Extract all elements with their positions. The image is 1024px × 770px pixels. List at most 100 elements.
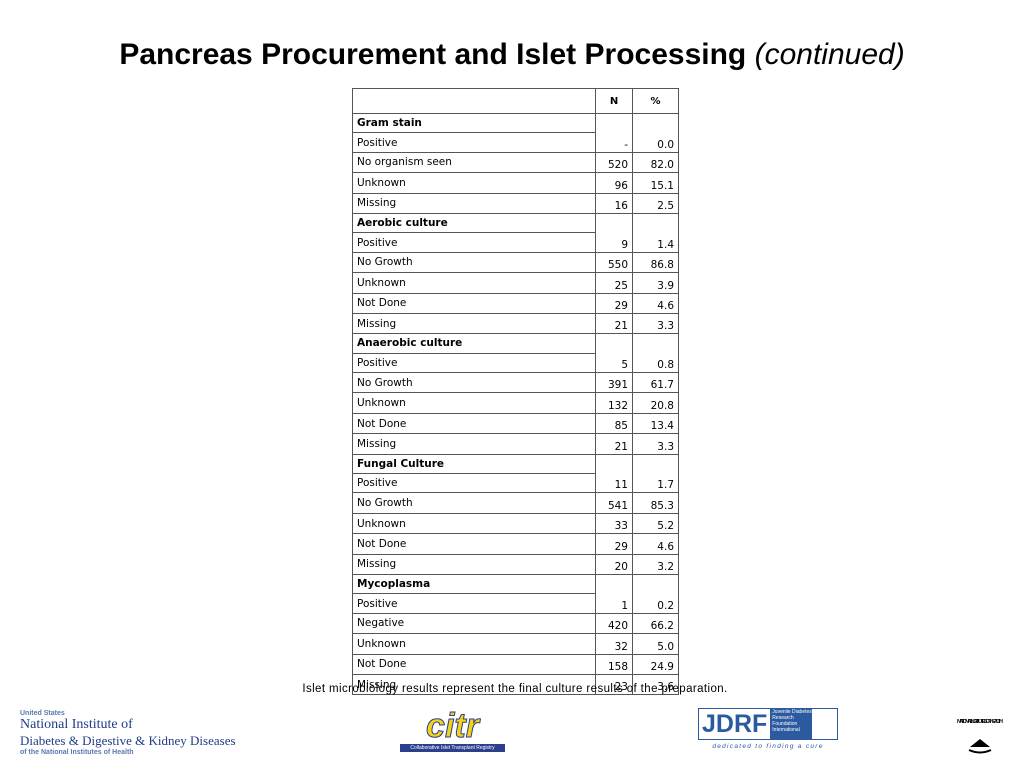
percent-cell: 4.6: [632, 533, 679, 555]
percent-cell: 15.1: [632, 172, 679, 194]
row-label: Unknown: [352, 272, 596, 294]
count-cell: -: [595, 113, 633, 153]
data-row: Missing 20 3.2: [352, 553, 679, 575]
count-cell: 5: [595, 333, 633, 374]
row-label: Not Done: [352, 653, 596, 675]
jdrf-tagline: dedicated to finding a cure: [712, 743, 824, 750]
niddk-logo: United States National Institute of Diab…: [20, 710, 245, 760]
header-cell: %: [632, 88, 679, 114]
data-row: Not Done 29 4.6: [352, 533, 679, 555]
niddk-line4: of the National Institutes of Health: [20, 749, 134, 756]
citr-logo: citr Collaborative Islet Transplant Regi…: [400, 708, 505, 753]
percent-cell: 82.0: [632, 151, 679, 174]
row-label: Unknown: [352, 633, 596, 655]
nih-seal-emblem: [968, 749, 992, 754]
count-cell: 420: [595, 612, 633, 635]
count-cell: 85: [595, 412, 633, 435]
data-row: Unknown 132 20.8: [352, 392, 679, 414]
row-label: Unknown: [352, 172, 596, 194]
caption: Islet microbiology results represent the…: [302, 683, 728, 695]
percent-cell: 0.8: [632, 333, 679, 374]
percent-cell: 5.0: [632, 633, 679, 655]
data-row: Positive: [352, 593, 679, 614]
row-label: Positive: [352, 132, 596, 153]
section-row: Aerobic culture 9 1.4: [352, 212, 679, 253]
nih-seal: NATIONAL INSTITUTES OF HEALTH: [955, 715, 1005, 765]
row-label: Positive: [352, 232, 596, 253]
section-name: Gram stain: [352, 112, 596, 134]
percent-cell: 66.2: [632, 612, 679, 635]
data-row: No Growth 391 61.7: [352, 372, 679, 394]
section-row: Gram stain -0.0: [352, 112, 679, 153]
data-row: Not Done 29 4.6: [352, 292, 679, 314]
count-cell: 25: [595, 272, 633, 294]
row-label: Positive: [352, 473, 596, 494]
data-row: Not Done 158 24.9: [352, 653, 679, 675]
percent-cell: 3.9: [632, 272, 679, 294]
nih-seal-emblem: [970, 739, 990, 747]
percent-cell: 0.0: [632, 113, 679, 153]
row-label: No Growth: [352, 372, 596, 394]
count-cell: 21: [595, 433, 633, 455]
row-label: Not Done: [352, 292, 596, 314]
row-label: No Growth: [352, 492, 596, 514]
count-cell: 391: [595, 372, 633, 394]
row-label: Missing: [352, 312, 596, 335]
niddk-line3: Diabetes & Digestive & Kidney Diseases: [20, 733, 236, 748]
count-cell: 541: [595, 492, 633, 514]
jdrf-box: JDRF Juvenile Diabetes Research Foundati…: [698, 708, 838, 740]
jdrf-name: JDRF: [702, 709, 768, 738]
header-row: N%: [352, 88, 679, 114]
count-cell: 11: [595, 453, 633, 494]
data-row: Positive: [352, 132, 679, 153]
percent-cell: 1.4: [632, 212, 679, 253]
data-row: Missing 23 3.6: [352, 673, 679, 696]
data-row: Unknown 25 3.9: [352, 272, 679, 294]
citr-subtitle: Collaborative Islet Transplant Registry: [400, 744, 505, 752]
data-row: No Growth 541 85.3: [352, 492, 679, 514]
niddk-line2: National Institute of: [20, 717, 133, 732]
section-row: Mycoplasma 1 0.2: [352, 573, 679, 614]
percent-cell: 61.7: [632, 372, 679, 394]
percent-cell: 20.8: [632, 392, 679, 414]
percent-cell: 85.3: [632, 492, 679, 514]
percent-cell: 2.5: [632, 192, 679, 214]
count-cell: 29: [595, 533, 633, 555]
data-row: No Growth 550 86.8: [352, 251, 679, 274]
section-name: Anaerobic culture: [352, 333, 596, 354]
row-label: Positive: [352, 593, 596, 614]
data-row: Missing 21 3.3: [352, 312, 679, 335]
percent-cell: 3.6: [632, 673, 679, 696]
count-cell: 96: [595, 172, 633, 194]
data-row: Missing 16 2.5: [352, 192, 679, 214]
count-cell: 23: [595, 673, 633, 696]
row-label: Positive: [352, 352, 596, 374]
percent-cell: 3.3: [632, 433, 679, 455]
nih-seal-text: NATIONAL INSTITUTES OF HEALTH: [957, 719, 1003, 725]
results-table: N% Gram stain -0.0 Positive No organism seen…: [352, 88, 679, 696]
section-name: Mycoplasma: [352, 573, 596, 595]
row-label: Missing: [352, 553, 596, 575]
data-row: Positive: [352, 473, 679, 494]
row-label: Not Done: [352, 412, 596, 435]
count-cell: 16: [595, 192, 633, 214]
data-row: Missing 21 3.3: [352, 433, 679, 455]
data-row: Positive: [352, 232, 679, 253]
niddk-line1: United States: [20, 710, 65, 717]
data-row: Positive: [352, 352, 679, 374]
jdrf-full: Juvenile Diabetes Research Foundation In…: [770, 709, 813, 739]
nih-seal-graphic: NATIONAL INSTITUTES OF HEALTH: [957, 719, 1003, 754]
count-cell: 32: [595, 633, 633, 655]
percent-cell: 5.2: [632, 512, 679, 535]
row-label: Unknown: [352, 512, 596, 535]
row-label: Missing: [352, 673, 596, 696]
count-cell: 33: [595, 512, 633, 535]
row-label: Missing: [352, 433, 596, 455]
percent-cell: 3.2: [632, 553, 679, 575]
count-cell: 550: [595, 251, 633, 274]
data-row: Unknown 32 5.0: [352, 633, 679, 655]
citr-name: citr: [426, 707, 480, 745]
row-label: Missing: [352, 192, 596, 214]
row-label: No Growth: [352, 251, 596, 274]
